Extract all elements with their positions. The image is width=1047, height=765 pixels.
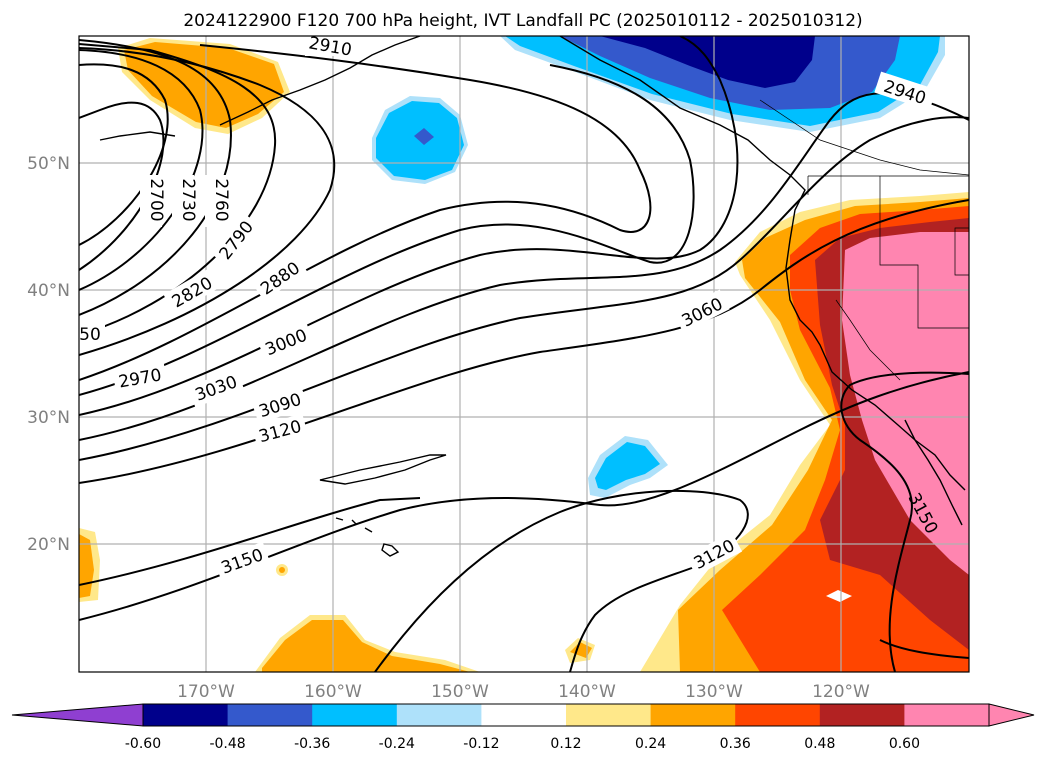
contour-label: 2760 bbox=[211, 178, 231, 221]
colorbar-swatch bbox=[143, 704, 229, 726]
shade-small-south bbox=[826, 590, 852, 602]
contour-label: 2730 bbox=[178, 178, 198, 221]
figure-title: 2024122900 F120 700 hPa height, IVT Land… bbox=[183, 11, 862, 31]
colorbar-under-arrow bbox=[11, 703, 144, 727]
lat-tick: 20°N bbox=[27, 535, 70, 555]
latitude-ticks: 50°N 40°N 30°N 20°N bbox=[27, 154, 70, 555]
colorbar-label: 0.60 bbox=[889, 736, 920, 752]
shade-over bbox=[842, 232, 969, 575]
lat-tick: 30°N bbox=[27, 408, 70, 428]
lat-tick: 50°N bbox=[27, 154, 70, 174]
coastlines bbox=[99, 36, 969, 557]
colorbar-label: 0.36 bbox=[720, 736, 751, 752]
lon-tick: 140°W bbox=[558, 682, 616, 702]
colorbar: -0.60 -0.48 -0.36 -0.24 -0.12 0.12 0.24 0.36 0.4… bbox=[11, 703, 1035, 752]
colorbar-swatch bbox=[735, 704, 821, 726]
colorbar-swatch bbox=[396, 704, 482, 726]
colorbar-label: 0.48 bbox=[804, 736, 835, 752]
contour-label: 50 bbox=[79, 325, 101, 345]
lon-tick: 120°W bbox=[812, 682, 870, 702]
lon-tick: 130°W bbox=[685, 682, 743, 702]
colorbar-swatch bbox=[904, 704, 990, 726]
longitude-ticks: 170°W 160°W 150°W 140°W 130°W 120°W bbox=[177, 682, 870, 702]
colorbar-label: -0.24 bbox=[379, 736, 415, 752]
contour-label: 2700 bbox=[146, 178, 166, 221]
map-panel: 2910 2940 2700 2730 2760 2790 2820 2880 … bbox=[79, 36, 969, 672]
colorbar-label: -0.48 bbox=[209, 736, 245, 752]
colorbar-over-arrow bbox=[988, 703, 1035, 727]
colorbar-label: 0.12 bbox=[550, 736, 581, 752]
colorbar-swatch bbox=[566, 704, 652, 726]
positive-ivt-shading bbox=[640, 192, 969, 672]
lon-tick: 170°W bbox=[177, 682, 235, 702]
colorbar-label: -0.60 bbox=[125, 736, 161, 752]
colorbar-swatch bbox=[227, 704, 313, 726]
colorbar-frame bbox=[142, 703, 990, 727]
colorbar-swatch bbox=[650, 704, 736, 726]
colorbar-label: 0.24 bbox=[635, 736, 666, 752]
colorbar-label: -0.36 bbox=[294, 736, 330, 752]
colorbar-label: -0.12 bbox=[463, 736, 499, 752]
positive-patches bbox=[79, 38, 595, 672]
colorbar-swatch bbox=[312, 704, 398, 726]
colorbar-swatch bbox=[819, 704, 905, 726]
lat-tick: 40°N bbox=[27, 281, 70, 301]
lon-tick: 160°W bbox=[304, 682, 362, 702]
map-frame bbox=[78, 35, 970, 673]
colorbar-swatch bbox=[481, 704, 567, 726]
lon-tick: 150°W bbox=[431, 682, 489, 702]
